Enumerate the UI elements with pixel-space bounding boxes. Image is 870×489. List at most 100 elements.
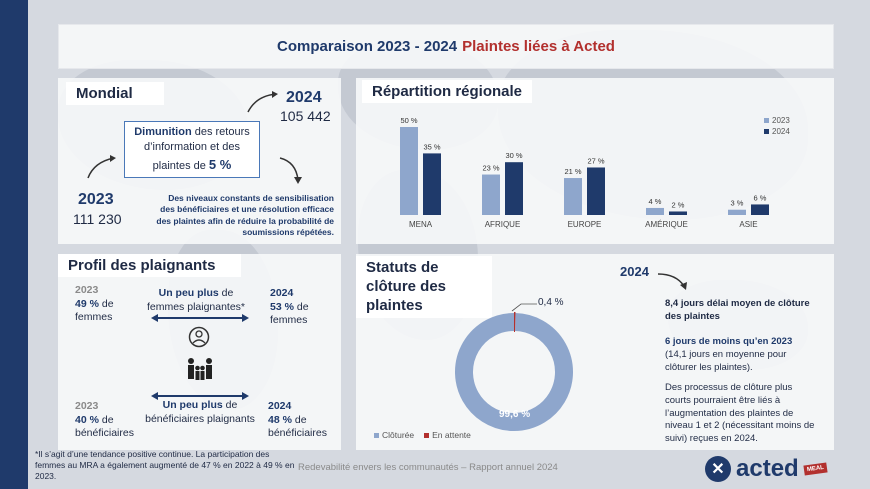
logo-text: acted <box>736 455 799 482</box>
mondial-note: Des niveaux constants de sensibilisation… <box>156 193 334 238</box>
women-2023-year: 2023 <box>75 284 99 296</box>
statuts-heading: Statuts de clôture des plaintes <box>356 256 492 319</box>
bar-label: 35 % <box>423 142 440 151</box>
closure-legend: Clôturée En attente <box>374 430 471 441</box>
decrease-text: des retours d’information et des plainte… <box>144 126 250 172</box>
benef-2024-year: 2024 <box>268 400 292 412</box>
mondial-panel: Mondial 2024 105 442 Dimunition des reto… <box>58 78 341 244</box>
category-label: AFRIQUE <box>485 220 521 229</box>
less-days-block: 6 jours de moins qu’en 2023 (14,1 jours … <box>665 336 815 374</box>
women-2023-block: 2023 49 % de femmes <box>75 284 137 325</box>
bar-2023-europe <box>564 178 582 215</box>
bar-2024-europe <box>587 167 605 215</box>
women-2024-year: 2024 <box>270 287 294 299</box>
decrease-bold: Dimunition <box>134 126 192 138</box>
curved-arrow-icon <box>87 155 116 179</box>
category-label: AMÉRIQUE <box>645 220 688 229</box>
benef-2024-percent: 48 % <box>268 413 292 426</box>
legend-2024: 2024 <box>764 127 790 136</box>
pending-label: 0,4 % <box>538 297 564 308</box>
benef-2023-text: de bénéficiaires <box>75 413 134 440</box>
benef-mid-text: de bénéficiaires plaignants <box>145 399 255 425</box>
regional-bar-chart: 50 % 35 % MENA 23 % 30 % AFRIQUE 21 % 27 % EUROP… <box>400 116 769 229</box>
double-arrow-women <box>155 317 244 319</box>
curved-arrow-down-icon <box>279 157 302 184</box>
legend-2023: 2023 <box>764 116 790 125</box>
decrease-callout: Dimunition des retours d’information et … <box>124 121 260 179</box>
donut-slice-closed <box>455 313 573 431</box>
benef-2023-percent: 40 % <box>75 413 99 426</box>
women-2024-text: de femmes <box>270 300 309 327</box>
legend-pending: En attente <box>424 430 471 441</box>
person-icon <box>188 326 210 348</box>
mondial-year-2024: 2024 <box>286 89 322 106</box>
benef-middle-block: Un peu plus de bénéficiaires plaignants <box>138 399 262 426</box>
benef-2023-year: 2023 <box>75 400 99 412</box>
statuts-panel: Statuts de clôture des plaintes 0,4 % 99… <box>356 254 834 450</box>
benef-2024-text: de bénéficiaires <box>268 413 327 440</box>
bar-label: 2 % <box>672 200 685 209</box>
benef-2024-block: 2024 48 % de bénéficiaires <box>268 400 338 441</box>
average-delay: 8,4 jours délai moyen de clôture des pla… <box>665 298 810 322</box>
bar-2023-mena <box>400 127 418 215</box>
legend-swatch-closed <box>374 433 379 438</box>
women-middle-block: Un peu plus de femmes plaignantes* <box>141 287 251 314</box>
benef-mid-bold: Un peu plus <box>162 399 223 411</box>
acted-logo: ✕ acted MEAL <box>705 455 828 483</box>
benef-2023-block: 2023 40 % de bénéficiaires <box>75 400 140 441</box>
decrease-percent: 5 % <box>208 156 232 172</box>
curved-arrow-down-icon <box>657 273 687 290</box>
category-label: MENA <box>409 220 433 229</box>
closure-donut-chart <box>455 312 573 431</box>
title-part-2: Plaintes liées à Acted <box>462 38 615 55</box>
double-arrow-heads <box>151 314 249 322</box>
title-part-1: Comparaison 2023 - 2024 <box>277 38 458 55</box>
bar-label: 50 % <box>400 116 417 125</box>
bar-label: 4 % <box>649 197 662 206</box>
less-days-bold: 6 jours de moins qu’en 2023 <box>665 336 793 347</box>
category-label: ASIE <box>739 220 757 229</box>
left-sidebar-bar <box>0 0 28 489</box>
footnote: *Il s’agit d’une tendance positive conti… <box>35 449 295 482</box>
label-leader-line <box>511 303 537 312</box>
bar-label: 3 % <box>731 199 744 208</box>
women-2024-percent: 53 % <box>270 300 294 313</box>
closed-label: 99,6 % <box>499 409 531 420</box>
category-label: EUROPE <box>568 220 602 229</box>
bar-2024-afrique <box>505 162 523 215</box>
bar-label: 23 % <box>482 164 499 173</box>
profil-panel: Profil des plaignants 2023 49 % de femme… <box>58 254 341 450</box>
legend-swatch-pending <box>424 433 430 438</box>
women-mid-bold: Un peu plus <box>158 287 219 299</box>
mondial-heading: Mondial <box>66 82 164 105</box>
footer-text: Redevabilité envers les communautés – Ra… <box>298 462 558 473</box>
legend-swatch-2024 <box>764 129 769 134</box>
women-2023-text: de femmes <box>75 297 114 324</box>
less-days-text: (14,1 jours en moyenne pour clôturer les… <box>665 348 787 373</box>
women-2023-percent: 49 % <box>75 297 99 310</box>
regional-heading: Répartition régionale <box>362 80 533 103</box>
bar-label: 30 % <box>505 151 522 160</box>
bar-2024-amérique <box>669 211 687 215</box>
bar-2024-mena <box>423 153 441 215</box>
double-arrow-heads <box>151 392 249 400</box>
bar-label: 21 % <box>564 167 581 176</box>
bar-2023-asie <box>728 209 746 215</box>
women-2024-block: 2024 53 % de femmes <box>270 287 335 328</box>
double-arrow-beneficiaries <box>155 395 244 397</box>
regional-panel: Répartition régionale 2023 2024 50 % 35 %… <box>356 78 834 244</box>
mondial-count-2023: 111 230 <box>73 211 122 227</box>
mondial-year-2023: 2023 <box>78 191 114 208</box>
profil-heading: Profil des plaignants <box>58 254 241 277</box>
women-mid-text: de femmes plaignantes* <box>146 287 246 313</box>
logo-badge: MEAL <box>803 462 828 476</box>
mondial-count-2024: 105 442 <box>280 108 331 124</box>
statuts-year: 2024 <box>620 264 649 279</box>
page-title: Comparaison 2023 - 2024 Plaintes liées à… <box>58 24 834 69</box>
bar-2024-asie <box>751 204 769 215</box>
logo-mark-icon: ✕ <box>705 456 731 482</box>
bar-label: 27 % <box>587 156 604 165</box>
bar-label: 6 % <box>754 193 767 202</box>
curved-arrow-icon <box>247 91 278 113</box>
legend-swatch-2023 <box>764 118 769 123</box>
